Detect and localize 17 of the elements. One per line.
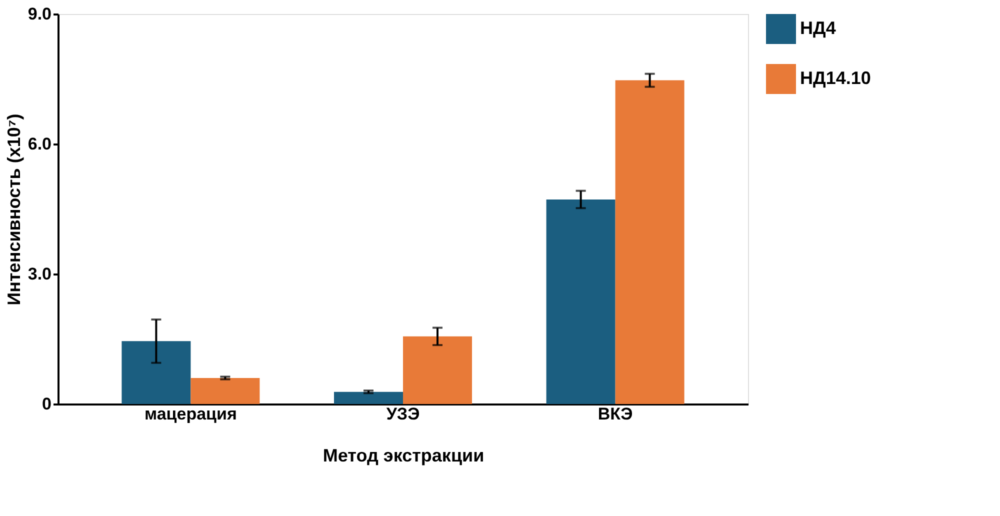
- bar: [190, 378, 260, 404]
- legend-label: НД14.10: [800, 68, 871, 88]
- bar: [334, 392, 403, 404]
- x-tick-label: ВКЭ: [598, 404, 633, 424]
- x-tick-label: мацерация: [144, 404, 237, 424]
- legend-label: НД4: [800, 18, 836, 38]
- y-tick-label: 0: [42, 394, 52, 414]
- y-tick-label: 3.0: [28, 264, 52, 284]
- x-tick-label: УЗЭ: [386, 404, 420, 424]
- bar: [546, 199, 616, 404]
- y-tick-label: 9.0: [28, 4, 52, 24]
- y-axis-title: Интенсивность (x10⁷): [4, 114, 24, 306]
- y-tick-label: 6.0: [28, 134, 52, 154]
- bar: [615, 80, 684, 404]
- x-axis-title: Метод экстракции: [322, 446, 484, 466]
- bar: [122, 341, 191, 404]
- bar: [403, 336, 472, 404]
